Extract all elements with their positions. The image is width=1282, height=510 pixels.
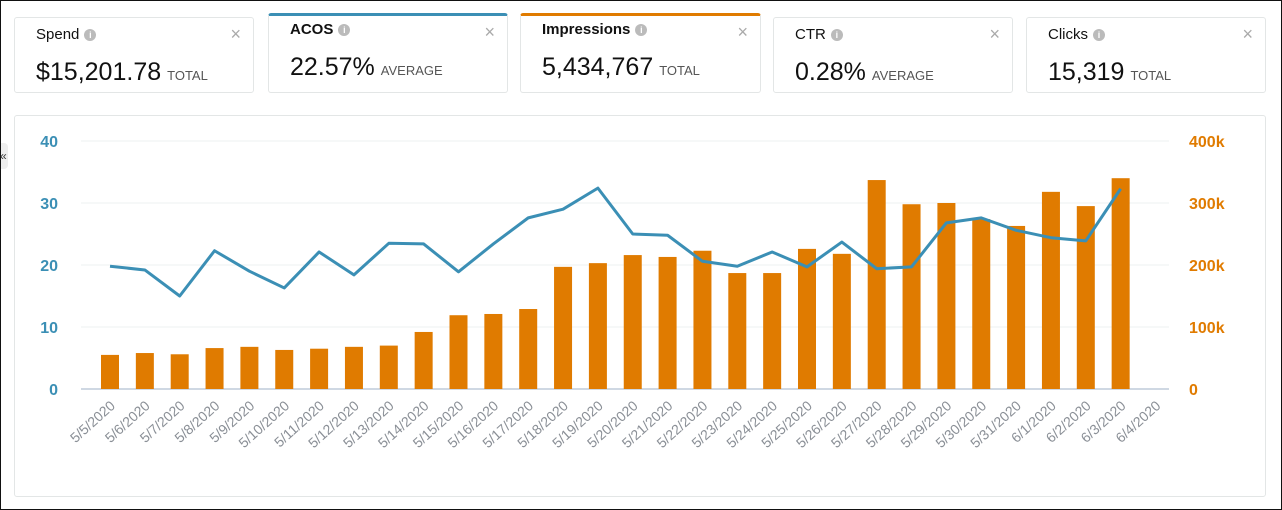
y-left-tick: 20 — [40, 258, 58, 275]
y-right-tick: 200k — [1189, 258, 1225, 275]
impressions-bar — [1076, 206, 1095, 389]
y-left-tick: 0 — [49, 382, 58, 399]
y-right-tick: 300k — [1189, 196, 1225, 213]
info-icon[interactable]: i — [635, 24, 648, 36]
impressions-bar — [554, 266, 573, 389]
impressions-bar — [310, 348, 329, 389]
info-icon[interactable]: i — [84, 29, 97, 41]
metric-title: Clicks i — [1048, 26, 1105, 43]
chart-panel: 0 0 10 100k 20 200k 30 300k 40 400k 5/5/2020 5/6/20… — [14, 115, 1266, 497]
impressions-bar — [763, 273, 782, 389]
info-icon[interactable]: i — [338, 24, 351, 36]
metric-title-text: Clicks — [1048, 26, 1088, 43]
close-icon[interactable]: × — [989, 24, 1000, 44]
impressions-bar — [449, 315, 468, 389]
metric-unit: TOTAL — [167, 68, 208, 83]
impressions-bar — [728, 273, 747, 389]
impressions-bar — [135, 353, 154, 389]
collapse-tab[interactable]: « — [0, 143, 8, 169]
metric-value-text: 15,319 — [1048, 58, 1125, 86]
metric-card-impressions[interactable]: Impressions i × 5,434,767 TOTAL — [520, 13, 761, 93]
metric-unit: AVERAGE — [871, 68, 934, 83]
metric-unit: AVERAGE — [380, 63, 443, 78]
metric-title-text: Spend — [36, 26, 80, 43]
impressions-bar — [588, 263, 607, 389]
metric-value-text: $15,201.78 — [36, 58, 162, 86]
impressions-bar — [937, 203, 956, 389]
impressions-bar — [867, 180, 886, 389]
impressions-bar — [972, 219, 991, 389]
impressions-bar — [170, 354, 189, 389]
metric-value: 22.57% AVERAGE — [290, 53, 443, 82]
impressions-bar — [902, 204, 921, 389]
impressions-bar — [519, 309, 538, 389]
metric-title-text: Impressions — [542, 21, 631, 38]
impressions-bar — [693, 250, 712, 389]
impressions-bar — [379, 345, 398, 389]
close-icon[interactable]: × — [1242, 24, 1253, 44]
metric-card-acos[interactable]: ACOS i × 22.57% AVERAGE — [268, 13, 508, 93]
metric-unit: TOTAL — [1130, 68, 1172, 83]
impressions-bar — [484, 313, 503, 389]
metric-card-clicks[interactable]: Clicks i × 15,319 TOTAL — [1026, 17, 1266, 93]
info-icon[interactable]: i — [1093, 29, 1105, 41]
metric-title-text: ACOS — [290, 21, 334, 38]
y-left-tick: 40 — [40, 134, 58, 151]
metric-card-ctr[interactable]: CTR i × 0.28% AVERAGE — [773, 17, 1013, 93]
close-icon[interactable]: × — [484, 22, 495, 42]
metric-card-spend[interactable]: Spend i × $15,201.78 TOTAL — [14, 17, 254, 93]
impressions-bar — [798, 248, 816, 389]
impressions-bar — [1041, 191, 1060, 389]
impressions-bar — [275, 349, 294, 389]
impressions-bar — [101, 354, 119, 389]
impressions-bar — [1007, 225, 1026, 389]
y-right-tick: 0 — [1189, 382, 1198, 399]
metric-unit: TOTAL — [659, 63, 700, 78]
impressions-bar — [658, 256, 677, 389]
metric-title: Spend i — [36, 26, 97, 43]
metric-title: CTR i — [795, 26, 843, 43]
close-icon[interactable]: × — [737, 22, 748, 42]
metric-value-text: 22.57% — [290, 53, 375, 81]
y-right-tick: 100k — [1189, 320, 1225, 337]
collapse-icon: « — [0, 149, 7, 163]
y-left-tick: 10 — [40, 320, 58, 337]
impressions-bar — [832, 253, 851, 389]
impressions-bar — [205, 348, 224, 389]
metric-value: $15,201.78 TOTAL — [36, 58, 208, 87]
metric-value-text: 5,434,767 — [542, 53, 654, 81]
y-right-tick: 400k — [1189, 134, 1225, 151]
impressions-bar — [414, 331, 433, 389]
metric-title: Impressions i — [542, 21, 648, 38]
impressions-bar — [240, 346, 259, 389]
metric-title: ACOS i — [290, 21, 351, 38]
metric-value: 5,434,767 TOTAL — [542, 53, 700, 82]
impressions-bar — [623, 255, 642, 389]
metric-title-text: CTR — [795, 26, 826, 43]
close-icon[interactable]: × — [230, 24, 241, 44]
impressions-bar — [344, 346, 363, 389]
metric-value-text: 0.28% — [795, 58, 866, 86]
impressions-bar — [1111, 178, 1130, 389]
metric-value: 0.28% AVERAGE — [795, 58, 934, 87]
y-left-tick: 30 — [40, 196, 58, 213]
metric-value: 15,319 TOTAL — [1048, 58, 1171, 87]
acos-line — [109, 186, 1122, 298]
info-icon[interactable]: i — [830, 29, 843, 41]
